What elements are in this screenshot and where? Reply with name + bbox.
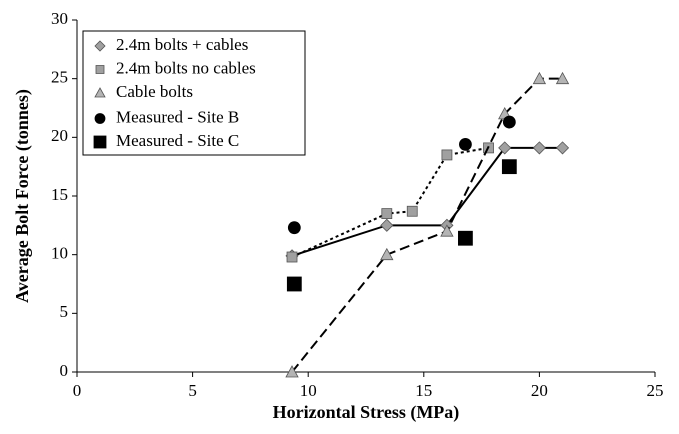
data-point	[501, 159, 517, 175]
legend-marker	[94, 40, 106, 52]
legend-label: 2.4m bolts no cables	[116, 58, 256, 77]
y-tick-label: 10	[51, 244, 68, 263]
legend-marker	[95, 65, 105, 74]
x-tick-label: 10	[300, 381, 317, 400]
data-point	[380, 218, 394, 232]
series-line	[291, 77, 563, 373]
y-tick-label: 20	[51, 126, 68, 145]
data-point	[285, 365, 299, 378]
series-line	[291, 146, 489, 258]
y-tick-label: 25	[51, 68, 68, 87]
data-point	[555, 141, 570, 155]
y-tick-label: 15	[51, 185, 68, 204]
legend-label: Cable bolts	[116, 82, 193, 101]
x-tick-label: 0	[73, 381, 82, 400]
data-point	[287, 221, 301, 235]
data-point	[532, 141, 546, 155]
legend-marker	[94, 113, 106, 124]
data-point	[440, 224, 454, 237]
y-tick-label: 0	[60, 361, 69, 380]
legend-label: Measured - Site B	[116, 107, 239, 126]
data-point	[286, 251, 298, 263]
y-tick-label: 5	[60, 302, 69, 321]
y-tick-label: 30	[51, 9, 68, 28]
data-point	[381, 208, 393, 220]
legend-marker	[93, 135, 107, 149]
data-point	[380, 247, 394, 261]
data-point	[459, 137, 472, 151]
data-point	[502, 115, 516, 129]
data-point	[441, 149, 453, 161]
series-line	[291, 146, 563, 257]
x-tick-label: 5	[188, 381, 197, 400]
x-tick-label: 25	[647, 381, 664, 400]
x-tick-label: 20	[531, 381, 548, 400]
x-axis-label: Horizontal Stress (MPa)	[273, 402, 460, 423]
data-point	[458, 230, 473, 246]
legend-marker	[94, 87, 106, 98]
data-point	[555, 71, 570, 85]
data-point	[498, 141, 512, 155]
x-tick-label: 15	[415, 381, 432, 400]
data-point	[286, 276, 302, 292]
legend-label: 2.4m bolts + cables	[116, 35, 248, 54]
legend-label: Measured - Site C	[116, 131, 239, 150]
y-axis-label: Average Bolt Force (tonnes)	[12, 89, 33, 303]
data-point	[532, 71, 547, 85]
legend-box	[82, 30, 306, 156]
data-point	[406, 205, 418, 217]
